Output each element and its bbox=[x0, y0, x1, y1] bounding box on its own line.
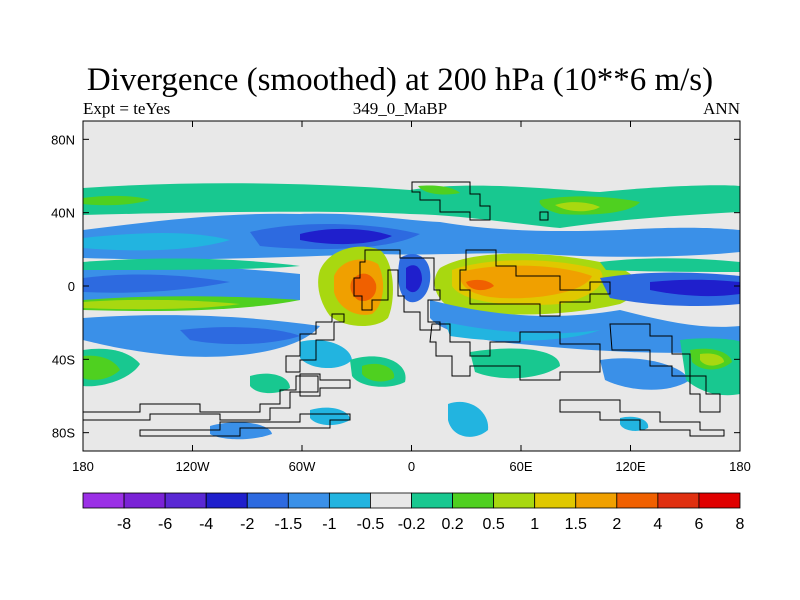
colorbar-swatch bbox=[411, 492, 453, 509]
x-tick-label: 0 bbox=[408, 459, 415, 474]
contour-band bbox=[83, 195, 150, 206]
colorbar-label: -0.5 bbox=[357, 516, 385, 533]
y-tick-label: 0 bbox=[68, 279, 75, 294]
colorbar-swatch bbox=[452, 492, 495, 509]
colorbar-label: -1 bbox=[322, 516, 336, 533]
colorbar-swatch bbox=[246, 492, 289, 509]
colorbar-swatch bbox=[534, 492, 577, 509]
contour-band bbox=[83, 274, 230, 293]
colorbar-swatch bbox=[493, 492, 536, 509]
contour-band bbox=[300, 228, 392, 245]
season-label: ANN bbox=[703, 99, 740, 118]
contour-band bbox=[83, 355, 120, 380]
contour-band bbox=[310, 407, 350, 426]
experiment-label: Expt = teYes bbox=[83, 99, 171, 118]
colorbar-swatch bbox=[205, 492, 248, 509]
contour-band bbox=[83, 233, 230, 251]
colorbar-label: 4 bbox=[653, 516, 662, 533]
colorbar-label: 8 bbox=[736, 516, 745, 533]
x-tick-label: 120E bbox=[615, 459, 646, 474]
x-tick-label: 60E bbox=[509, 459, 532, 474]
colorbar: -8 -6 -4 -2 -1.5 -1 -0.5 -0.2 0.2 0.5 1 1.5 2 4 6 8 bbox=[82, 492, 745, 533]
chart-title: Divergence (smoothed) at 200 hPa (10**6 … bbox=[86, 62, 714, 98]
contour-band bbox=[83, 299, 240, 310]
colorbar-swatch bbox=[698, 492, 741, 509]
contour-band bbox=[555, 202, 600, 212]
colorbar-label: -8 bbox=[117, 516, 131, 533]
colorbar-label: -2 bbox=[240, 516, 254, 533]
axes: 180 120W 60W 0 60E 120E 180 80N 40N 0 40S 80S bbox=[51, 120, 751, 474]
contour-field bbox=[83, 121, 740, 451]
contour-band bbox=[470, 348, 560, 379]
contour-band bbox=[83, 258, 300, 270]
x-tick-label: 120W bbox=[176, 459, 211, 474]
contour-band bbox=[83, 183, 740, 228]
colorbar-swatch bbox=[82, 492, 125, 509]
y-tick-label: 80N bbox=[51, 132, 75, 147]
case-label: 349_0_MaBP bbox=[352, 99, 448, 118]
colorbar-label: -4 bbox=[199, 516, 213, 533]
colorbar-swatch bbox=[164, 492, 207, 509]
colorbar-label: 1 bbox=[530, 516, 539, 533]
contour-band bbox=[700, 353, 724, 366]
x-tick-label: 180 bbox=[72, 459, 94, 474]
y-tick-label: 80S bbox=[52, 426, 75, 441]
colorbar-label: 6 bbox=[694, 516, 703, 533]
contour-band bbox=[459, 265, 592, 299]
colorbar-swatch bbox=[123, 492, 166, 509]
colorbar-swatch bbox=[328, 492, 371, 509]
contour-band bbox=[300, 340, 352, 369]
colorbar-label: 0.5 bbox=[483, 516, 505, 533]
colorbar-label: 2 bbox=[612, 516, 621, 533]
colorbar-label: -1.5 bbox=[275, 516, 303, 533]
colorbar-swatch bbox=[575, 492, 618, 509]
contour-band bbox=[406, 265, 422, 293]
contour-band bbox=[650, 279, 740, 297]
colorbar-swatch bbox=[657, 492, 700, 509]
x-tick-label: 180 bbox=[729, 459, 751, 474]
contour-band bbox=[445, 322, 600, 341]
contour-band bbox=[350, 273, 377, 302]
contour-band bbox=[466, 279, 494, 291]
contour-band bbox=[362, 363, 395, 382]
contour-band bbox=[180, 327, 300, 345]
contour-band bbox=[250, 373, 290, 394]
colorbar-swatch bbox=[616, 492, 659, 509]
land-outline bbox=[83, 181, 725, 437]
x-tick-label: 60W bbox=[289, 459, 316, 474]
colorbar-label: -6 bbox=[158, 516, 172, 533]
colorbar-label: -0.2 bbox=[398, 516, 426, 533]
contour-band bbox=[418, 185, 460, 195]
contour-band bbox=[448, 401, 489, 437]
colorbar-swatch bbox=[370, 492, 412, 509]
contour-band bbox=[600, 258, 740, 272]
y-tick-label: 40N bbox=[51, 206, 75, 221]
contour-band bbox=[210, 422, 272, 440]
colorbar-swatch bbox=[287, 492, 330, 509]
colorbar-label: 0.2 bbox=[441, 516, 463, 533]
y-tick-label: 40S bbox=[52, 352, 75, 367]
colorbar-label: 1.5 bbox=[565, 516, 587, 533]
